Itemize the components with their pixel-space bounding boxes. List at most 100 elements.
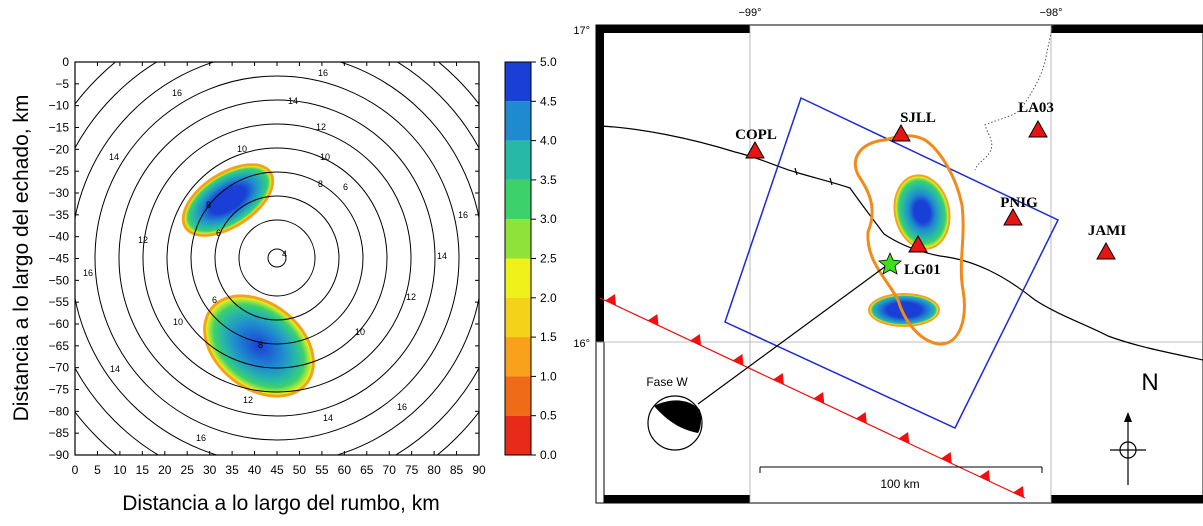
state-boundary (974, 25, 1054, 171)
colorbar-tick-label: 3.0 (540, 212, 557, 226)
x-tick-label: 5 (94, 463, 101, 477)
station-la03[interactable]: LA03 (1018, 100, 1054, 138)
trench-tooth (855, 411, 867, 424)
trench-tooth (773, 372, 784, 385)
station-marker (908, 234, 928, 253)
slip-patch-lower (203, 294, 315, 398)
contour-label: 6 (216, 228, 221, 238)
contour-label: 14 (110, 364, 120, 374)
scale-bar: 100 km (759, 466, 1043, 491)
y-tick-label: −30 (49, 186, 70, 200)
lon-label: −99° (738, 7, 761, 19)
station-marker (891, 123, 911, 142)
station-lg01[interactable]: LG01 (878, 251, 941, 278)
x-tick-label: 40 (248, 463, 262, 477)
north-label: N (1141, 369, 1158, 396)
colorbar-band (505, 101, 531, 141)
map-frame-segment (596, 25, 604, 342)
colorbar-band (505, 219, 531, 259)
trench-tooth (732, 353, 744, 366)
contour-label: 8 (318, 179, 323, 189)
contour-label: 16 (172, 88, 182, 98)
mechanism-label: Fase W (646, 375, 688, 389)
station-sjll[interactable]: SJLL (891, 110, 936, 142)
x-tick-label: 15 (136, 463, 150, 477)
x-tick-label: 65 (360, 463, 374, 477)
station-copl[interactable]: COPL (735, 127, 777, 159)
contour-label: 16 (196, 433, 206, 443)
map-frame-segment (1051, 495, 1203, 503)
lat-label: 16° (573, 338, 590, 350)
station-label: JAMI (1088, 223, 1126, 239)
y-tick-label: −90 (49, 448, 70, 462)
map-frame-segment (1051, 25, 1203, 33)
colorbar-band (505, 179, 531, 220)
x-tick-label: 60 (338, 463, 352, 477)
contour-label: 10 (237, 144, 247, 154)
trench-tooth (1013, 485, 1025, 498)
x-tick-label: 10 (113, 463, 127, 477)
y-tick-label: −25 (49, 164, 70, 178)
x-tick-label: 20 (158, 463, 172, 477)
colorbar-band (505, 297, 531, 338)
slip-patches (181, 163, 315, 398)
contour-label: 10 (355, 327, 365, 337)
coastline-detail (794, 167, 833, 186)
y-tick-label: −10 (49, 99, 70, 113)
station-jami[interactable]: JAMI (1088, 223, 1126, 260)
trench-tooth (898, 431, 910, 444)
x-tick-label: 0 (72, 463, 79, 477)
y-tick-label: −40 (49, 230, 70, 244)
station-label: LA03 (1018, 100, 1054, 116)
trench-teeth (605, 293, 1025, 498)
trench-tooth (647, 313, 659, 326)
aftershock-contour (853, 134, 966, 346)
beachball-compression (654, 400, 702, 433)
station-inner[interactable] (908, 234, 928, 253)
x-tick-label: 35 (225, 463, 239, 477)
station-marker (1003, 207, 1023, 226)
subduction-trench (599, 297, 1026, 499)
y-tick-label: −35 (49, 208, 70, 222)
y-tick-label: −5 (55, 77, 69, 91)
epicenter-star-icon (878, 251, 902, 275)
contour-label: 4 (282, 249, 287, 259)
colorbar-tick-label: 4.0 (540, 134, 557, 148)
contour-label: 16 (397, 402, 407, 412)
map-slip-patch-south (868, 293, 940, 327)
x-tick-label: 55 (315, 463, 329, 477)
y-tick-label: −15 (49, 121, 70, 135)
contour-label: 10 (173, 317, 183, 327)
colorbar-tick-label: 3.5 (540, 173, 557, 187)
lon-label: −98° (1039, 7, 1062, 19)
x-tick-label: 85 (450, 463, 464, 477)
y-tick-label: −55 (49, 295, 70, 309)
contour-label: 12 (316, 122, 326, 132)
contour-label: 14 (437, 251, 447, 261)
contour-label: 6 (343, 182, 348, 192)
map-frame-segment (596, 495, 750, 503)
station-label: COPL (735, 127, 777, 143)
slip-panel: 4 6 6 6 8 8 8 10 10 10 10 12 12 12 12 14… (10, 55, 557, 515)
station-label: LG01 (904, 262, 941, 278)
contour-label: 6 (212, 295, 217, 305)
colorbar-tick-label: 2.5 (540, 252, 557, 266)
x-tick-label: 75 (405, 463, 419, 477)
north-arrow: N (1110, 369, 1159, 485)
y-tick-label: −65 (49, 339, 70, 353)
compass-icon (1119, 441, 1137, 459)
station-pnig[interactable]: PNIG (1000, 195, 1038, 226)
fault-plane-outline (724, 96, 1060, 429)
colorbar-band (505, 415, 531, 455)
trench-tooth (979, 469, 991, 482)
trench-tooth (940, 451, 952, 464)
colorbar-band (505, 258, 531, 298)
arrowhead-icon (1124, 412, 1132, 422)
station-marker (745, 140, 765, 159)
contour-label: 16 (318, 68, 328, 78)
y-tick-label: −75 (49, 383, 70, 397)
map-frame-segment (596, 25, 750, 33)
y-axis-title: Distancia a lo largo del echado, km (10, 95, 33, 422)
